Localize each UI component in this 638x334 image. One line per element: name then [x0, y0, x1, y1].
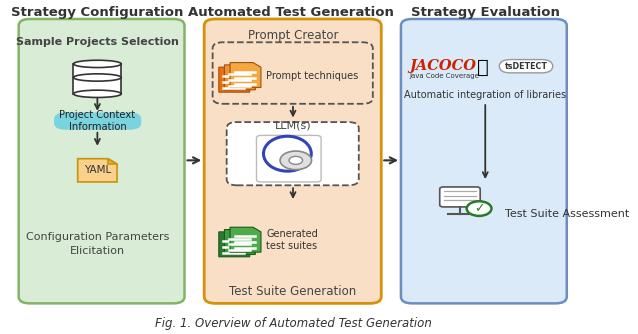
FancyBboxPatch shape: [19, 19, 184, 303]
Text: Configuration Parameters
Elicitation: Configuration Parameters Elicitation: [26, 231, 169, 256]
Text: Test Suite Generation: Test Suite Generation: [230, 285, 357, 298]
Polygon shape: [78, 159, 117, 182]
Text: Prompt techniques: Prompt techniques: [266, 70, 359, 80]
Text: Automatic integration of libraries: Automatic integration of libraries: [404, 91, 567, 101]
Circle shape: [280, 151, 311, 170]
Polygon shape: [230, 227, 261, 252]
Text: Test Suite Assessment: Test Suite Assessment: [505, 208, 629, 218]
Text: ✓: ✓: [474, 202, 484, 215]
FancyBboxPatch shape: [256, 135, 321, 182]
Text: Prompt Creator: Prompt Creator: [248, 29, 338, 42]
FancyBboxPatch shape: [204, 19, 382, 303]
Ellipse shape: [73, 74, 121, 81]
Polygon shape: [230, 62, 261, 88]
Text: Strategy Configuration: Strategy Configuration: [11, 6, 184, 19]
Circle shape: [467, 201, 491, 216]
Polygon shape: [219, 232, 249, 257]
Text: 🐦: 🐦: [477, 58, 488, 77]
Text: Generated
test suites: Generated test suites: [266, 229, 318, 252]
Text: Automated Test Generation: Automated Test Generation: [188, 6, 394, 19]
Bar: [73, 64, 121, 94]
FancyBboxPatch shape: [54, 113, 141, 130]
Text: Sample Projects Selection: Sample Projects Selection: [16, 37, 179, 47]
Polygon shape: [219, 67, 249, 92]
Polygon shape: [108, 159, 117, 164]
FancyBboxPatch shape: [401, 19, 567, 303]
Text: Fig. 1. Overview of Automated Test Generation: Fig. 1. Overview of Automated Test Gener…: [154, 318, 431, 330]
Text: LLM(s): LLM(s): [275, 121, 311, 130]
FancyBboxPatch shape: [440, 187, 480, 207]
Ellipse shape: [73, 90, 121, 98]
Polygon shape: [225, 229, 255, 255]
Text: tsDETECT: tsDETECT: [505, 62, 548, 71]
Circle shape: [289, 156, 302, 164]
FancyBboxPatch shape: [212, 42, 373, 104]
Text: YAML: YAML: [84, 165, 111, 175]
Ellipse shape: [73, 60, 121, 67]
Text: Project Context
Information: Project Context Information: [59, 110, 135, 132]
Polygon shape: [225, 65, 255, 90]
FancyBboxPatch shape: [500, 59, 553, 73]
Text: JACOCO: JACOCO: [410, 58, 477, 72]
FancyBboxPatch shape: [226, 122, 359, 185]
Text: Strategy Evaluation: Strategy Evaluation: [411, 6, 560, 19]
Text: Java Code Coverage: Java Code Coverage: [410, 72, 479, 78]
